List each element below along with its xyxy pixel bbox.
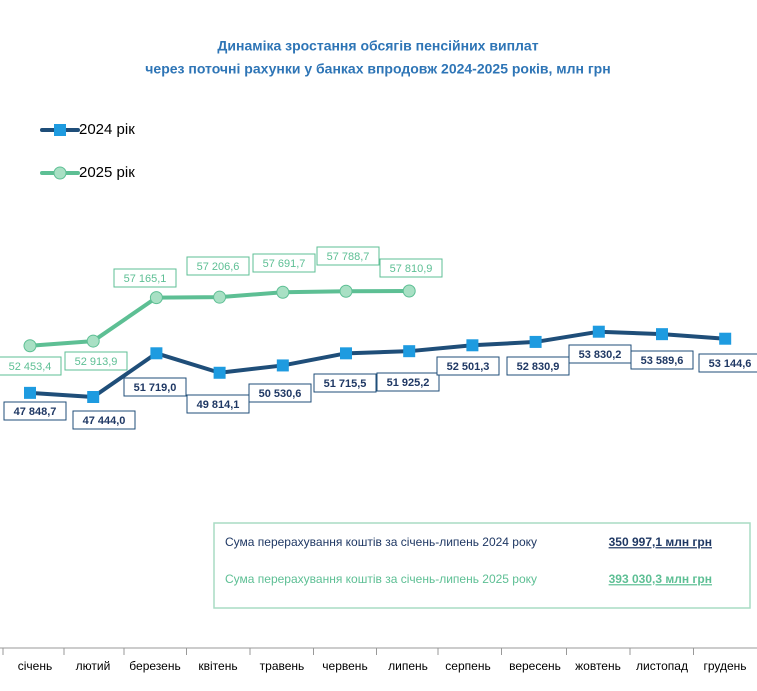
point — [149, 291, 163, 305]
data-label: 52 501,3 — [447, 361, 490, 373]
data-label: 52 830,9 — [517, 361, 560, 373]
data-label-box — [3, 401, 67, 421]
point — [339, 284, 353, 298]
data-label: 51 719,0 — [134, 382, 177, 394]
summary-box — [213, 522, 751, 609]
summary-total: 393 030,3 млн грн — [609, 572, 712, 586]
data-label: 53 830,2 — [579, 349, 622, 361]
x-tick-label: листопад — [636, 659, 688, 673]
data-label-box — [248, 383, 312, 403]
x-tick-label: лютий — [76, 659, 111, 673]
chart-title: через поточні рахунки у банках впродовж … — [145, 61, 610, 77]
data-label: 51 715,5 — [324, 378, 367, 390]
point — [529, 335, 542, 348]
x-tick-label: січень — [18, 659, 52, 673]
data-label-box — [313, 373, 377, 393]
data-label-box — [186, 256, 250, 276]
summary-text: Сума перерахування коштів за січень-липе… — [225, 572, 537, 586]
data-label: 52 913,9 — [75, 356, 118, 368]
data-label-box — [630, 350, 694, 370]
data-label: 53 589,6 — [641, 355, 684, 367]
x-tick-label: серпень — [445, 659, 490, 673]
point — [656, 328, 668, 341]
data-label-box — [376, 372, 440, 392]
data-label: 57 691,7 — [263, 258, 306, 270]
legend-marker — [54, 124, 66, 136]
data-label-box — [506, 356, 570, 376]
data-label-box — [436, 356, 500, 376]
point — [276, 359, 289, 372]
point — [403, 345, 416, 358]
data-label: 57 206,6 — [197, 261, 240, 273]
data-label-box — [698, 353, 757, 373]
point — [213, 290, 227, 304]
point — [87, 391, 100, 403]
x-tick-label: липень — [388, 659, 428, 673]
data-label-box — [123, 377, 187, 397]
legend-marker — [53, 166, 67, 180]
legend-label: 2024 рік — [79, 121, 135, 138]
data-label-box — [316, 246, 380, 266]
data-label-box — [186, 394, 250, 414]
point — [592, 325, 605, 338]
point — [340, 347, 352, 360]
x-tick-label: жовтень — [575, 659, 621, 673]
legend-label: 2025 рік — [79, 164, 135, 181]
point — [150, 347, 163, 360]
x-tick-label: грудень — [703, 659, 746, 673]
summary-text: Сума перерахування коштів за січень-липе… — [225, 535, 537, 549]
point — [402, 284, 416, 298]
x-tick-label: червень — [322, 659, 367, 673]
point — [276, 285, 290, 299]
data-label-box — [252, 253, 316, 273]
data-label-box — [379, 258, 443, 278]
point — [213, 366, 226, 379]
point — [23, 339, 37, 353]
point — [86, 334, 100, 348]
chart-title: Динаміка зростання обсягів пенсійних вип… — [217, 38, 538, 54]
data-label: 57 165,1 — [124, 273, 167, 285]
data-label: 49 814,1 — [197, 399, 240, 411]
point — [24, 386, 36, 399]
data-label: 47 444,0 — [83, 415, 126, 427]
point — [466, 339, 479, 352]
x-tick-label: вересень — [509, 659, 561, 673]
data-label-box — [64, 351, 128, 371]
point — [719, 332, 732, 345]
data-label: 52 453,4 — [9, 361, 52, 373]
data-label: 47 848,7 — [14, 406, 57, 418]
data-label: 50 530,6 — [259, 388, 302, 400]
summary-total: 350 997,1 млн грн — [609, 535, 712, 549]
x-tick-label: квітень — [198, 659, 237, 673]
x-tick-label: березень — [129, 659, 180, 673]
data-label: 57 788,7 — [327, 251, 370, 263]
data-label: 51 925,2 — [387, 377, 430, 389]
data-label-box — [113, 268, 177, 288]
data-label-box — [72, 410, 136, 430]
series-line — [29, 329, 726, 399]
data-label-box — [0, 356, 62, 376]
x-tick-label: травень — [260, 659, 305, 673]
data-label: 53 144,6 — [709, 358, 752, 370]
data-label: 57 810,9 — [390, 263, 433, 275]
